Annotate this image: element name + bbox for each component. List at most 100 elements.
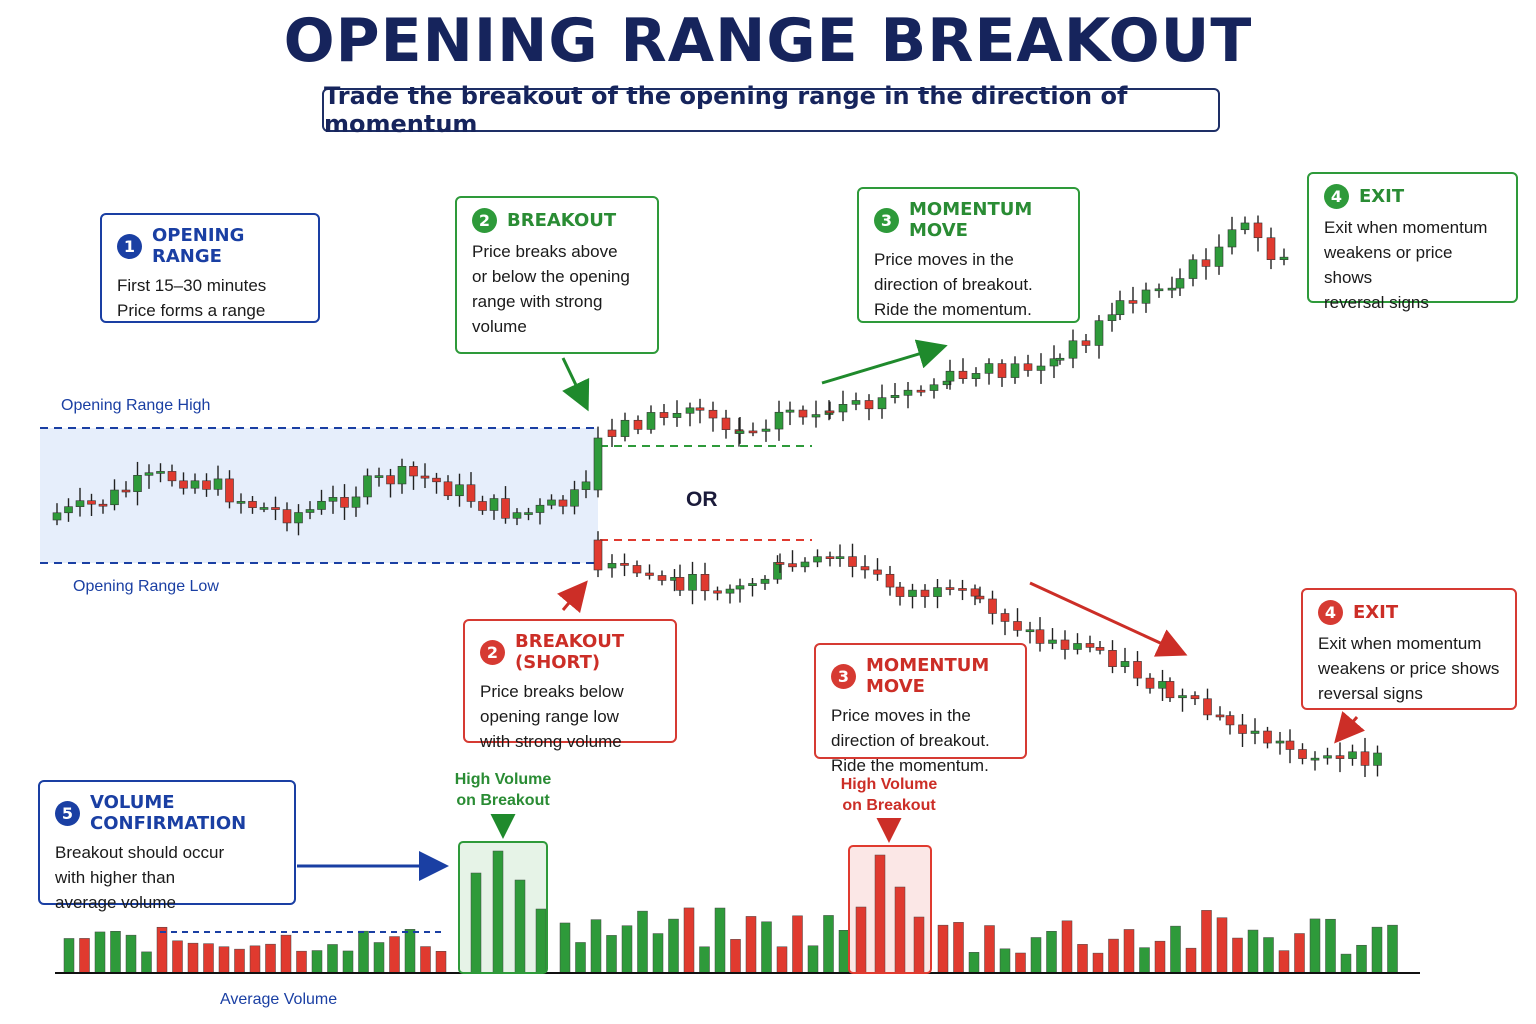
uptrend-candle [1128,286,1138,314]
range-candle [443,475,453,500]
step-number-badge: 3 [831,663,856,689]
step-number-badge: 4 [1318,600,1343,625]
downtrend-candle [760,575,770,590]
volume-bar [761,921,772,974]
uptrend-candle [1055,353,1065,365]
uptrend-candle [1094,315,1104,359]
downtrend-candle [1298,743,1307,765]
uptrend-candle [997,359,1007,387]
downtrend-candle [1000,608,1010,636]
breakout-box: 2 BREAKOUT Price breaks above or below th… [455,196,659,354]
range-candle [271,496,280,521]
box-body: Price breaks below opening range low wit… [480,682,624,751]
uptrend-candle [1253,215,1263,252]
uptrend-candle [1049,345,1059,379]
volume-bar [218,946,230,974]
range-candle [282,502,292,532]
downtrend-candle [1095,640,1105,655]
volume-bar [1061,920,1073,974]
volume-bar [683,907,695,974]
volume-bar [1077,944,1088,974]
volume-bar [1232,937,1243,974]
uptrend-candle [695,398,705,424]
volume-bar [838,930,850,974]
downtrend-candle [860,555,870,579]
range-candle [236,493,246,514]
volume-bars [63,850,1398,974]
volume-bar [389,936,400,974]
downtrend-candle [1133,651,1142,687]
volume-bar [1216,917,1228,974]
downtrend-candle [1085,635,1095,653]
volume-bar [1387,924,1398,974]
range-candle [386,468,395,498]
uptrend-candle [1115,290,1125,321]
exit-up-box: 4 EXIT Exit when momentum weakens or pric… [1307,172,1518,312]
volume-bar [714,907,726,974]
range-candle [225,470,234,509]
volume-bar [63,938,75,974]
uptrend-candle [672,400,682,427]
downtrend-candle [1225,711,1235,735]
uptrend-candle [620,412,630,442]
volume-bar [730,939,741,974]
uptrend-candle [916,385,926,397]
uptrend-candle [646,405,656,434]
uptrend-candle [1036,353,1046,384]
uptrend-candle [903,382,913,409]
volume-bar [637,910,648,974]
step-number-badge: 4 [1324,184,1349,209]
volume-bar [1294,933,1305,974]
uptrend-candle [721,409,731,439]
downtrend-candle [1158,669,1167,701]
volume-bar [1325,918,1336,974]
volume-bar [575,942,586,974]
volume-bar [606,935,617,974]
downtrend-candle [1373,745,1382,777]
uptrend-candle [1068,329,1078,369]
volume-bar [373,942,385,974]
volume-bar [172,940,183,974]
range-candle [87,493,96,517]
box-title: EXIT [1353,602,1399,623]
volume-bar [807,945,819,974]
box-body: First 15–30 minutes Price forms a range [117,276,267,320]
downtrend-candle [1035,617,1045,652]
volume-bar [187,942,199,974]
downtrend-candle [1145,673,1155,694]
uptrend-candle [838,390,848,422]
volume-bar [1015,952,1026,974]
uptrend-candle [659,404,669,426]
uptrend-candle [984,358,994,385]
range-candle [213,465,223,496]
uptrend-candle [735,417,745,444]
uptrend-candle [708,401,718,432]
volume-bar [792,915,803,974]
volume-bar [699,946,710,974]
downtrend-candle [975,586,985,604]
downtrend-candle [1013,608,1022,637]
uptrend-candle [785,401,795,426]
uptrend-candle [1214,234,1224,275]
uptrend-candle [1227,216,1237,255]
or-label: OR [686,488,718,511]
downtrend-candle [725,584,735,604]
opening-range-box: 1 OPENING RANGE First 15–30 minutes Price… [100,213,320,323]
range-candle [64,498,73,522]
downtrend-candle [1275,731,1285,755]
downtrend-candle [1165,677,1175,702]
downtrend-candle [607,554,617,578]
momentum-up-box: 3 MOMENTUM MOVE Price moves in the direct… [857,187,1080,323]
downtrend-candle [1073,633,1082,655]
arrow-momentum-down [1029,581,1188,657]
box-title: OPENING RANGE [152,225,245,267]
range-candle [179,472,188,495]
box-title: MOMENTUM MOVE [909,199,1033,241]
step-number-badge: 5 [55,800,80,826]
volume-bar [79,938,90,974]
volume-bar [1356,944,1367,974]
range-candle [248,496,257,514]
downtrend-candle [933,579,942,609]
volume-bar [621,925,633,974]
uptrend-candle [1175,268,1185,296]
